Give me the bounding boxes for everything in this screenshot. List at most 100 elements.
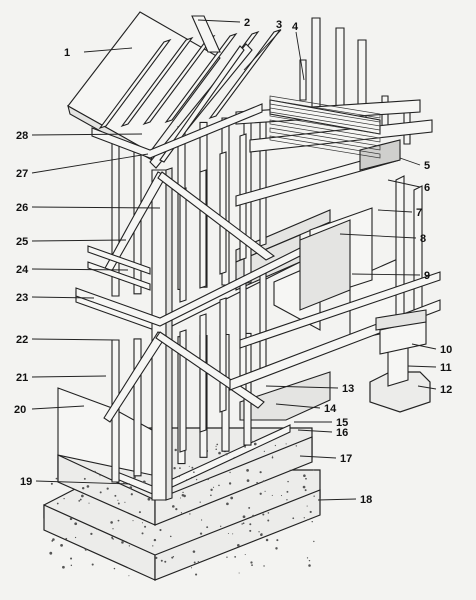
concrete-speck xyxy=(210,494,212,497)
concrete-speck xyxy=(172,556,175,558)
concrete-speck xyxy=(114,494,117,497)
concrete-speck xyxy=(191,466,194,469)
callout-24: 24 xyxy=(16,264,29,276)
concrete-speck xyxy=(252,514,255,518)
concrete-speck xyxy=(272,455,274,457)
concrete-speck xyxy=(271,456,274,459)
concrete-speck xyxy=(246,479,250,482)
diagonal-braces xyxy=(103,171,276,423)
ceiling-joists xyxy=(269,95,381,159)
concrete-speck xyxy=(106,487,109,490)
concrete-speck xyxy=(313,469,315,471)
concrete-speck xyxy=(113,567,116,570)
concrete-speck xyxy=(193,561,196,564)
concrete-speck xyxy=(216,443,219,446)
pier-post xyxy=(369,309,431,413)
concrete-speck xyxy=(63,497,65,500)
callout-2: 2 xyxy=(244,17,250,29)
concrete-speck xyxy=(78,499,81,502)
callout-22: 22 xyxy=(16,334,28,346)
concrete-speck xyxy=(160,559,163,562)
concrete-speck xyxy=(129,486,133,489)
concrete-speck xyxy=(74,522,78,526)
concrete-speck xyxy=(81,486,85,490)
concrete-speck xyxy=(249,523,252,526)
concrete-speck xyxy=(79,498,82,501)
concrete-speck xyxy=(218,451,221,455)
concrete-speck xyxy=(306,505,308,507)
rafter xyxy=(98,38,172,130)
stud-side-lower xyxy=(199,313,207,433)
concrete-speck xyxy=(313,495,315,497)
concrete-speck xyxy=(138,511,141,514)
callout-6: 6 xyxy=(424,182,430,194)
concrete-speck xyxy=(285,443,287,445)
callout-3: 3 xyxy=(276,19,282,31)
rafter xyxy=(164,32,238,124)
back-stud xyxy=(311,17,321,115)
concrete-speck xyxy=(206,526,209,529)
concrete-speck xyxy=(220,525,222,527)
concrete-speck xyxy=(93,470,96,473)
concrete-speck xyxy=(128,575,130,577)
concrete-speck xyxy=(173,466,176,470)
concrete-speck xyxy=(246,469,249,472)
concrete-speck xyxy=(275,547,278,550)
concrete-speck xyxy=(69,517,73,521)
callout-10: 10 xyxy=(440,344,452,356)
concrete-speck xyxy=(155,556,158,560)
ceiling-joist xyxy=(269,135,381,159)
stud-side-upper xyxy=(179,187,187,303)
callout-12: 12 xyxy=(440,384,452,396)
callout-21: 21 xyxy=(16,372,28,384)
concrete-speck xyxy=(302,485,306,489)
concrete-speck xyxy=(171,556,174,559)
stud-side-upper xyxy=(219,151,227,275)
callout-8: 8 xyxy=(420,233,426,245)
concrete-speck xyxy=(304,489,307,492)
concrete-speck xyxy=(262,513,265,516)
concrete-speck xyxy=(242,515,246,519)
callout-16: 16 xyxy=(336,427,348,439)
callout-20: 20 xyxy=(14,404,26,416)
concrete-speck xyxy=(169,535,172,538)
concrete-speck xyxy=(309,510,312,514)
concrete-speck xyxy=(180,497,182,499)
concrete-speck xyxy=(244,445,247,448)
concrete-speck xyxy=(259,492,262,495)
concrete-speck xyxy=(265,538,269,542)
concrete-speck xyxy=(86,485,90,488)
ceiling-joist xyxy=(269,119,381,143)
concrete-speck xyxy=(305,477,307,480)
concrete-speck xyxy=(197,561,199,563)
concrete-speck xyxy=(74,536,77,539)
concrete-speck xyxy=(90,532,93,535)
concrete-speck xyxy=(88,502,90,504)
concrete-speck xyxy=(152,545,154,547)
concrete-speck xyxy=(199,501,201,503)
callout-25: 25 xyxy=(16,236,28,248)
callout-14: 14 xyxy=(324,403,337,415)
concrete-speck xyxy=(65,537,68,540)
concrete-speck xyxy=(91,563,94,566)
concrete-speck xyxy=(286,499,288,501)
concrete-speck xyxy=(142,480,146,484)
concrete-speck xyxy=(253,442,257,446)
callout-leader-lines xyxy=(31,19,437,501)
concrete-speck xyxy=(303,517,305,519)
concrete-speck xyxy=(99,475,101,477)
concrete-speck xyxy=(130,493,133,496)
concrete-speck xyxy=(183,494,186,498)
concrete-speck xyxy=(153,538,157,542)
concrete-speck xyxy=(250,561,253,564)
concrete-speck xyxy=(280,494,283,497)
concrete-speck xyxy=(244,554,246,556)
back-stud-short xyxy=(299,59,307,101)
concrete-speck xyxy=(264,490,266,492)
ceiling-joist xyxy=(269,103,381,127)
callout-18: 18 xyxy=(360,494,372,506)
concrete-speck xyxy=(175,508,178,511)
concrete-speck xyxy=(180,512,183,514)
stud-side-lower xyxy=(259,265,267,373)
concrete-speck xyxy=(84,548,87,551)
